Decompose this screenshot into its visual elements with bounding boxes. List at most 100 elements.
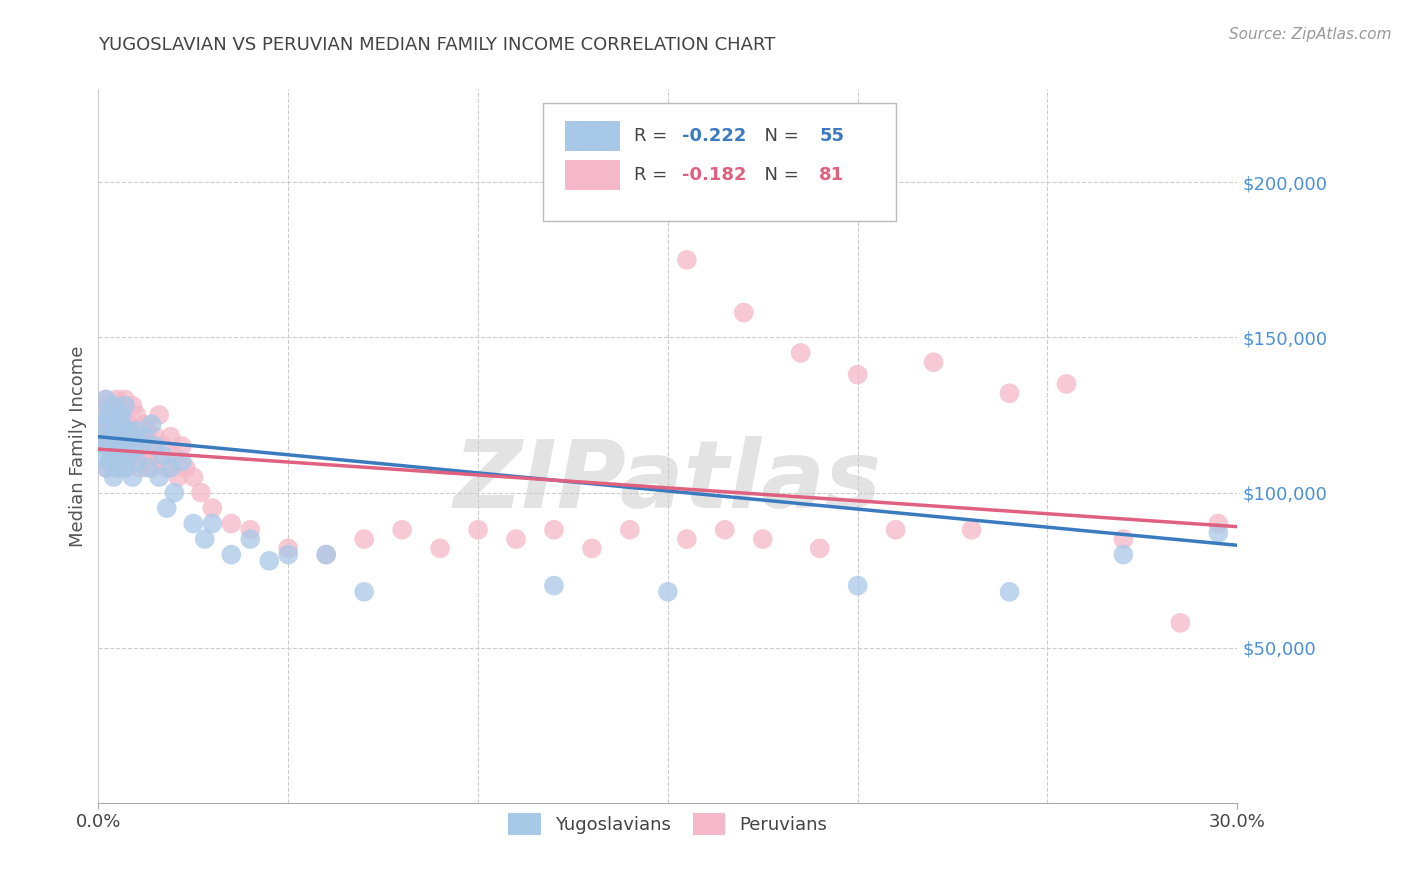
- Point: [132, 417, 155, 432]
- Point: [148, 408, 170, 422]
- Point: [998, 386, 1021, 401]
- Point: [125, 424, 148, 438]
- Point: [183, 470, 205, 484]
- FancyBboxPatch shape: [565, 120, 620, 151]
- Point: [846, 368, 869, 382]
- Point: [132, 430, 155, 444]
- Point: [960, 523, 983, 537]
- Point: [733, 305, 755, 319]
- FancyBboxPatch shape: [543, 103, 896, 221]
- Point: [581, 541, 603, 556]
- Point: [98, 430, 121, 444]
- Point: [125, 448, 148, 462]
- Point: [121, 430, 143, 444]
- Point: [91, 399, 114, 413]
- Point: [619, 145, 641, 159]
- Point: [353, 584, 375, 599]
- Point: [183, 516, 205, 531]
- Point: [141, 417, 163, 432]
- Point: [91, 408, 114, 422]
- Point: [922, 355, 945, 369]
- Point: [1208, 516, 1230, 531]
- Point: [118, 417, 141, 432]
- Point: [94, 430, 117, 444]
- Point: [391, 523, 413, 537]
- Point: [201, 516, 224, 531]
- Point: [846, 579, 869, 593]
- Point: [114, 430, 136, 444]
- Point: [98, 399, 121, 413]
- Point: [790, 346, 813, 360]
- Point: [1056, 376, 1078, 391]
- Text: 81: 81: [820, 166, 845, 184]
- Point: [315, 548, 337, 562]
- Point: [277, 548, 299, 562]
- Point: [543, 579, 565, 593]
- Point: [107, 460, 129, 475]
- Point: [118, 448, 141, 462]
- Point: [114, 424, 136, 438]
- Text: Source: ZipAtlas.com: Source: ZipAtlas.com: [1229, 27, 1392, 42]
- Point: [129, 430, 152, 444]
- Point: [125, 454, 148, 468]
- Point: [752, 532, 775, 546]
- Point: [1112, 532, 1135, 546]
- Point: [114, 460, 136, 475]
- Point: [118, 448, 141, 462]
- Point: [505, 532, 527, 546]
- Point: [114, 399, 136, 413]
- Point: [676, 532, 699, 546]
- Point: [190, 485, 212, 500]
- Point: [103, 399, 125, 413]
- Point: [129, 460, 152, 475]
- Text: 55: 55: [820, 127, 845, 145]
- FancyBboxPatch shape: [565, 160, 620, 190]
- Point: [156, 460, 179, 475]
- Point: [136, 424, 159, 438]
- Point: [201, 501, 224, 516]
- Point: [110, 408, 132, 422]
- Point: [159, 460, 181, 475]
- Text: ZIPatlas: ZIPatlas: [454, 435, 882, 528]
- Point: [103, 424, 125, 438]
- Point: [239, 532, 262, 546]
- Point: [91, 430, 114, 444]
- Point: [145, 448, 167, 462]
- Text: R =: R =: [634, 166, 672, 184]
- Point: [1208, 525, 1230, 540]
- Text: N =: N =: [754, 127, 804, 145]
- Point: [136, 460, 159, 475]
- Point: [1112, 548, 1135, 562]
- Point: [170, 454, 193, 468]
- Point: [118, 439, 141, 453]
- Point: [114, 392, 136, 407]
- Point: [121, 399, 143, 413]
- Point: [657, 584, 679, 599]
- Point: [98, 408, 121, 422]
- Point: [118, 424, 141, 438]
- Point: [714, 523, 737, 537]
- Point: [159, 430, 181, 444]
- Point: [221, 516, 243, 531]
- Text: -0.222: -0.222: [682, 127, 747, 145]
- Point: [167, 470, 190, 484]
- Point: [107, 448, 129, 462]
- Legend: Yugoslavians, Peruvians: Yugoslavians, Peruvians: [499, 804, 837, 844]
- Point: [110, 439, 132, 453]
- Point: [121, 439, 143, 453]
- Point: [91, 448, 114, 462]
- Point: [103, 470, 125, 484]
- Point: [94, 460, 117, 475]
- Point: [239, 523, 262, 537]
- Point: [174, 460, 197, 475]
- Point: [103, 399, 125, 413]
- Point: [107, 417, 129, 432]
- Point: [110, 417, 132, 432]
- Point: [194, 532, 217, 546]
- Point: [114, 460, 136, 475]
- Point: [94, 439, 117, 453]
- Point: [107, 430, 129, 444]
- Point: [91, 417, 114, 432]
- Point: [107, 460, 129, 475]
- Point: [148, 470, 170, 484]
